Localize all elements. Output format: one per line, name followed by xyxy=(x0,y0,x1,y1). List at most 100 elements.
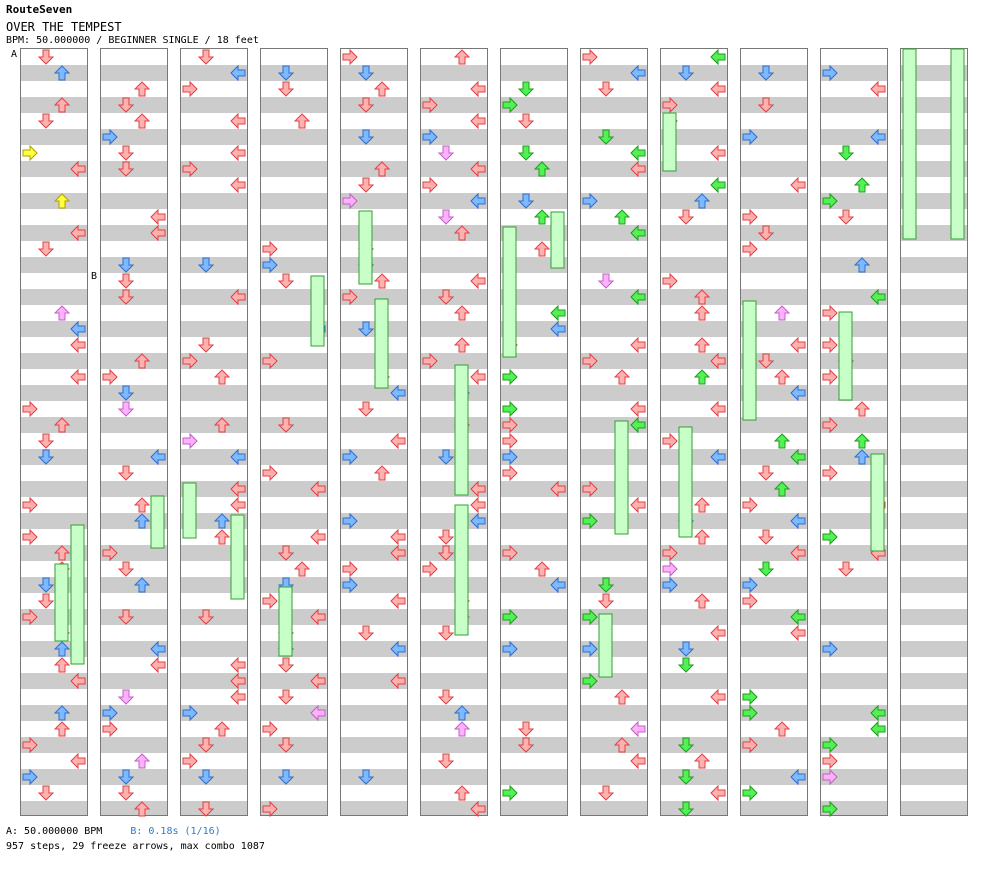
step-arrow xyxy=(342,512,358,530)
step-arrow xyxy=(37,785,55,801)
step-arrow xyxy=(853,177,871,193)
step-arrow xyxy=(790,176,806,194)
step-arrow xyxy=(582,192,598,210)
step-arrow xyxy=(357,177,375,193)
step-arrow xyxy=(742,688,758,706)
step-arrow xyxy=(37,49,55,65)
step-arrow xyxy=(710,144,726,162)
chart-column xyxy=(500,48,568,816)
step-arrow xyxy=(822,336,838,354)
step-arrow xyxy=(310,480,326,498)
step-arrow xyxy=(853,449,871,465)
step-arrow xyxy=(22,400,38,418)
step-arrow xyxy=(597,577,615,593)
step-arrow xyxy=(117,401,135,417)
freeze-arrow xyxy=(838,311,853,401)
step-arrow xyxy=(822,768,838,786)
step-arrow xyxy=(837,145,855,161)
step-arrow xyxy=(773,481,791,497)
step-arrow xyxy=(342,560,358,578)
step-arrow xyxy=(117,769,135,785)
step-arrow xyxy=(117,785,135,801)
step-arrow xyxy=(597,129,615,145)
step-arrow xyxy=(277,65,295,81)
step-arrow xyxy=(310,672,326,690)
step-arrow xyxy=(677,737,695,753)
step-arrow xyxy=(70,672,86,690)
step-arrow xyxy=(517,145,535,161)
step-arrow xyxy=(117,465,135,481)
step-arrow xyxy=(390,528,406,546)
step-arrow xyxy=(262,592,278,610)
step-arrow xyxy=(117,145,135,161)
step-arrow xyxy=(822,64,838,82)
step-arrow xyxy=(53,657,71,673)
step-arrow xyxy=(677,657,695,673)
step-arrow xyxy=(710,48,726,66)
step-arrow xyxy=(502,448,518,466)
step-arrow xyxy=(630,336,646,354)
step-arrow xyxy=(693,593,711,609)
freeze-arrow xyxy=(278,586,293,657)
step-arrow xyxy=(70,336,86,354)
freeze-arrow xyxy=(742,300,757,421)
step-arrow xyxy=(502,608,518,626)
step-arrow xyxy=(357,65,375,81)
step-arrow xyxy=(453,721,471,737)
step-arrow xyxy=(437,209,455,225)
step-arrow xyxy=(357,321,375,337)
step-arrow xyxy=(502,96,518,114)
step-arrow xyxy=(613,369,631,385)
freeze-arrow xyxy=(870,453,885,552)
step-arrow xyxy=(742,240,758,258)
step-arrow xyxy=(437,545,455,561)
step-arrow xyxy=(102,128,118,146)
step-arrow xyxy=(822,752,838,770)
column-notes xyxy=(422,49,486,818)
step-arrow xyxy=(437,529,455,545)
step-arrow xyxy=(630,288,646,306)
chart-column xyxy=(420,48,488,818)
step-arrow xyxy=(470,80,486,98)
step-arrow xyxy=(757,97,775,113)
step-arrow xyxy=(150,656,166,674)
freeze-arrow xyxy=(54,563,69,642)
step-arrow xyxy=(277,417,295,433)
step-arrow xyxy=(550,304,566,322)
step-arrow xyxy=(597,593,615,609)
step-arrow xyxy=(182,432,198,450)
step-arrow xyxy=(502,368,518,386)
step-arrow xyxy=(533,241,551,257)
step-arrow xyxy=(693,337,711,353)
step-arrow xyxy=(822,528,838,546)
step-arrow xyxy=(582,480,598,498)
column-notes xyxy=(582,48,646,801)
chart-column xyxy=(260,48,328,818)
song-artist: RouteSeven xyxy=(6,3,73,16)
step-arrow xyxy=(757,561,775,577)
step-arrow xyxy=(310,704,326,722)
freeze-arrow xyxy=(310,275,325,347)
step-arrow xyxy=(182,352,198,370)
step-arrow xyxy=(710,400,726,418)
step-arrow xyxy=(677,209,695,225)
step-arrow xyxy=(870,704,886,722)
step-arrow xyxy=(37,433,55,449)
step-arrow xyxy=(693,289,711,305)
chart-column xyxy=(340,48,408,816)
step-arrow xyxy=(790,448,806,466)
step-arrow xyxy=(133,753,151,769)
step-arrow xyxy=(582,512,598,530)
step-arrow xyxy=(837,561,855,577)
step-arrow xyxy=(742,592,758,610)
step-arrow xyxy=(470,160,486,178)
step-arrow xyxy=(197,49,215,65)
step-arrow xyxy=(310,528,326,546)
step-arrow xyxy=(390,432,406,450)
step-arrow xyxy=(342,192,358,210)
step-arrow xyxy=(502,400,518,418)
step-arrow xyxy=(870,128,886,146)
step-arrow xyxy=(53,641,71,657)
step-arrow xyxy=(262,256,278,274)
step-arrow xyxy=(53,417,71,433)
